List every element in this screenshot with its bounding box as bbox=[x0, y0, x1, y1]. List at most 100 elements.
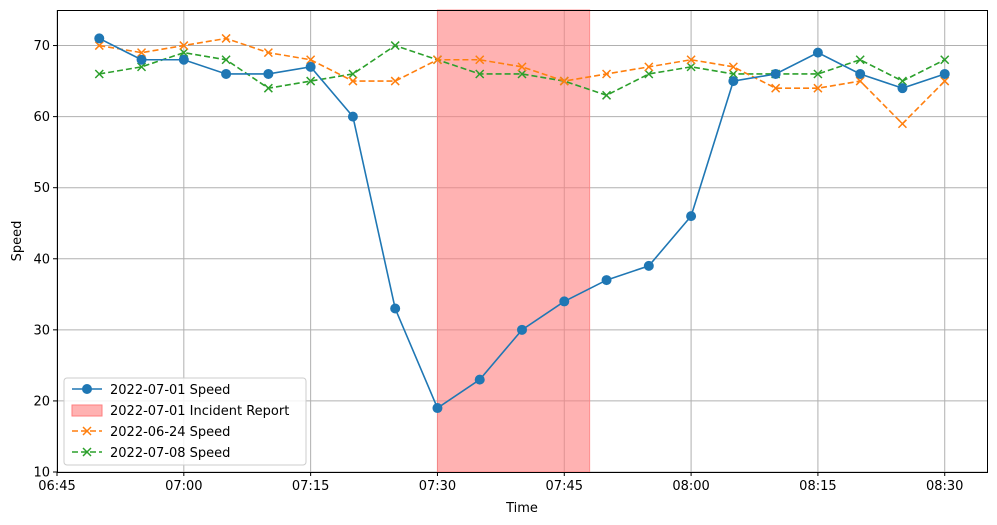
series-line bbox=[99, 37, 946, 125]
y-axis-label: Speed bbox=[10, 221, 25, 262]
data-point bbox=[812, 47, 823, 58]
legend-entry: 2022-07-01 Incident Report bbox=[71, 404, 289, 419]
legend-marker bbox=[82, 447, 92, 457]
data-point bbox=[643, 260, 654, 271]
data-point bbox=[263, 83, 273, 93]
data-point bbox=[517, 324, 527, 335]
y-tick-label: 30 bbox=[33, 323, 50, 338]
data-point bbox=[728, 62, 738, 72]
x-tick-label: 07:45 bbox=[546, 479, 583, 494]
data-point bbox=[940, 55, 950, 65]
data-point bbox=[474, 374, 485, 385]
legend-label: 2022-07-01 Speed bbox=[110, 383, 230, 398]
legend-label: 2022-07-01 Incident Report bbox=[110, 404, 289, 419]
data-point bbox=[897, 83, 908, 94]
data-point bbox=[136, 54, 147, 65]
plot-frame bbox=[57, 10, 988, 473]
data-point bbox=[179, 48, 189, 58]
data-point bbox=[390, 303, 401, 314]
data-point bbox=[348, 69, 358, 79]
data-point bbox=[94, 69, 104, 79]
series-1 bbox=[94, 33, 950, 129]
legend-swatch bbox=[71, 404, 103, 417]
data-point bbox=[305, 61, 316, 72]
legend-box bbox=[63, 377, 307, 466]
x-tick-label: 08:00 bbox=[672, 479, 709, 494]
data-point bbox=[432, 403, 443, 414]
data-point bbox=[813, 83, 823, 93]
data-point bbox=[137, 62, 147, 72]
data-point bbox=[939, 68, 950, 79]
tick-layer: 06:45 07:00 07:15 07:30 07:45 08:00 08:15 08:30… bbox=[33, 39, 963, 494]
data-point bbox=[179, 41, 189, 51]
data-point bbox=[263, 68, 274, 79]
data-point bbox=[94, 33, 105, 44]
data-point bbox=[897, 119, 907, 129]
data-point bbox=[644, 62, 654, 72]
y-tick-label: 40 bbox=[33, 252, 50, 267]
data-point bbox=[940, 76, 950, 86]
data-point bbox=[601, 275, 612, 286]
legend-marker bbox=[82, 426, 92, 436]
data-point bbox=[602, 69, 612, 79]
data-point bbox=[347, 111, 358, 122]
data-point bbox=[686, 211, 697, 222]
data-point bbox=[855, 68, 866, 79]
data-point bbox=[559, 296, 570, 307]
legend: 2022-07-01 Speed 2022-07-01 Incident Repo… bbox=[63, 377, 307, 466]
legend-label: 2022-06-24 Speed bbox=[110, 425, 230, 440]
x-axis-label: Time bbox=[505, 501, 538, 516]
data-point bbox=[390, 76, 400, 86]
x-tick-label: 06:45 bbox=[38, 479, 75, 494]
data-point bbox=[602, 90, 612, 100]
series-line bbox=[99, 44, 946, 97]
y-tick-label: 10 bbox=[33, 466, 50, 481]
data-point bbox=[686, 62, 696, 72]
data-point bbox=[855, 76, 865, 86]
data-point bbox=[728, 76, 739, 87]
data-point bbox=[390, 41, 400, 51]
data-point bbox=[855, 55, 865, 65]
data-point bbox=[770, 68, 781, 79]
data-point bbox=[221, 33, 231, 43]
data-point bbox=[306, 55, 316, 65]
legend-label: 2022-07-08 Speed bbox=[110, 446, 230, 461]
x-tick-label: 07:00 bbox=[165, 479, 202, 494]
legend-entry: 2022-06-24 Speed bbox=[72, 425, 230, 440]
data-point bbox=[475, 69, 485, 79]
data-point bbox=[517, 69, 527, 79]
data-point bbox=[137, 48, 147, 58]
data-point bbox=[221, 55, 231, 65]
data-point bbox=[432, 55, 442, 65]
x-tick-label: 07:30 bbox=[419, 479, 456, 494]
x-tick-label: 08:30 bbox=[926, 479, 963, 494]
data-point bbox=[559, 76, 569, 86]
data-point bbox=[771, 83, 781, 93]
x-tick-label: 07:15 bbox=[292, 479, 329, 494]
y-tick-label: 70 bbox=[33, 39, 50, 54]
legend-entry: 2022-07-01 Speed bbox=[72, 383, 230, 398]
y-tick-label: 60 bbox=[33, 110, 50, 125]
incident-span bbox=[436, 9, 591, 473]
legend-marker bbox=[82, 384, 92, 394]
data-point bbox=[813, 69, 823, 79]
legend-entry: 2022-07-08 Speed bbox=[72, 446, 230, 461]
series-layer bbox=[94, 33, 950, 414]
data-point bbox=[517, 62, 527, 72]
data-point bbox=[178, 54, 189, 65]
y-tick-label: 20 bbox=[33, 394, 50, 409]
data-point bbox=[94, 41, 104, 51]
data-point bbox=[644, 69, 654, 79]
data-point bbox=[263, 48, 273, 58]
y-tick-label: 50 bbox=[33, 181, 50, 196]
data-point bbox=[348, 76, 358, 86]
data-point bbox=[686, 55, 696, 65]
incident-span-layer bbox=[436, 9, 591, 473]
data-point bbox=[306, 76, 316, 86]
data-point bbox=[475, 55, 485, 65]
series-0 bbox=[94, 33, 950, 414]
data-point bbox=[728, 69, 738, 79]
data-point bbox=[897, 76, 907, 86]
x-tick-label: 08:15 bbox=[799, 479, 836, 494]
